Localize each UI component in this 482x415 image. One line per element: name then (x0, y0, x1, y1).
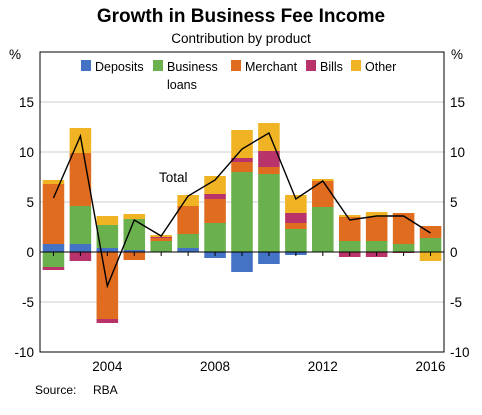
bar-business-loans-2010 (258, 174, 280, 252)
bar-deposits-2010 (258, 252, 280, 264)
bar-business-loans-2005 (123, 219, 146, 250)
bar-other-2011 (285, 195, 307, 213)
legend-label-bills: Bills (320, 60, 343, 74)
chart-title: Growth in Business Fee Income (97, 6, 385, 27)
bar-business-loans-2003 (69, 206, 92, 244)
bar-bills-2006 (150, 237, 172, 238)
y-tick-left: 0 (26, 245, 34, 260)
bars (42, 123, 442, 323)
y-tick-left: -5 (22, 295, 34, 310)
total-line-group (52, 131, 431, 289)
bar-merchant-2010 (258, 167, 280, 174)
legend-label-merchant: Merchant (245, 60, 298, 74)
total-annotation: Total (159, 170, 188, 185)
bar-bills-2008 (204, 194, 226, 199)
bar-other-2008 (204, 176, 226, 194)
bar-bills-2009 (231, 158, 253, 162)
legend-swatch-deposits (81, 60, 91, 71)
bar-business-loans-2009 (231, 172, 253, 252)
source-label: Source: (35, 383, 76, 397)
y-unit-left: % (9, 47, 21, 62)
bar-merchant-2006 (150, 238, 172, 241)
y-tick-right: 0 (450, 245, 458, 260)
legend-swatch-bills (306, 60, 316, 71)
bar-bills-2004 (96, 319, 119, 323)
bar-other-2016 (419, 252, 442, 261)
bar-other-2014 (365, 212, 388, 217)
legend-swatch-business-loans (153, 60, 163, 71)
y-tick-right: 15 (450, 95, 465, 110)
bar-other-2013 (338, 215, 361, 217)
bar-merchant-2014 (365, 217, 388, 241)
x-tick-label: 2008 (200, 359, 230, 374)
bar-merchant-2012 (312, 181, 334, 207)
bar-deposits-2002 (42, 244, 65, 252)
bar-merchant-2002 (42, 184, 65, 244)
bar-other-2007 (177, 195, 199, 206)
bar-merchant-2011 (285, 223, 307, 229)
bar-bills-2011 (285, 213, 307, 223)
bar-business-loans-2004 (96, 225, 119, 248)
bar-other-2010 (258, 123, 280, 151)
x-tick-label: 2016 (416, 359, 446, 374)
bar-deposits-2009 (231, 252, 253, 272)
bar-deposits-2007 (177, 248, 199, 252)
y-tick-right: -5 (450, 295, 462, 310)
bar-bills-2010 (258, 151, 280, 167)
x-tick-label: 2012 (308, 359, 338, 374)
bar-business-loans-2014 (365, 241, 388, 252)
y-tick-right: 5 (450, 195, 458, 210)
y-tick-left: 5 (26, 195, 34, 210)
source-value: RBA (93, 383, 118, 397)
bar-merchant-2009 (231, 162, 253, 172)
legend: Deposits Business loans Merchant Bills O… (81, 60, 396, 92)
legend-label-deposits: Deposits (95, 60, 144, 74)
total-line (52, 131, 431, 289)
bar-bills-2002 (42, 267, 65, 270)
bar-other-2012 (312, 179, 334, 181)
bar-merchant-2007 (177, 206, 199, 234)
y-unit-right: % (451, 47, 463, 62)
bar-deposits-2003 (69, 244, 92, 252)
plot-frame (39, 51, 445, 353)
y-tick-right: 10 (450, 145, 465, 160)
bar-business-loans-2002 (42, 252, 65, 267)
legend-swatch-merchant (231, 60, 241, 71)
bar-other-2005 (123, 214, 146, 219)
y-tick-left: -10 (14, 345, 34, 360)
legend-label-business-loans-line2: loans (167, 78, 197, 92)
bar-other-2003 (69, 128, 92, 153)
y-tick-right: -10 (450, 345, 470, 360)
bar-business-loans-2006 (150, 241, 172, 252)
bar-deposits-2005 (123, 250, 146, 252)
bar-other-2009 (231, 130, 253, 158)
bar-business-loans-2011 (285, 229, 307, 252)
y-tick-left: 15 (19, 95, 34, 110)
bar-business-loans-2008 (204, 223, 226, 252)
legend-label-business-loans: Business (167, 60, 218, 74)
axes: -10 -10 -5 -5 0 0 5 5 10 10 15 15 2004 2008 2012 2016 (14, 51, 470, 374)
bar-bills-2003 (69, 252, 92, 261)
x-tick-label: 2004 (92, 359, 123, 374)
bar-merchant-2015 (392, 213, 415, 244)
chart-subtitle: Contribution by product (171, 31, 311, 46)
bar-business-loans-2016 (419, 238, 442, 252)
bar-merchant-2013 (338, 217, 361, 241)
bar-other-2002 (42, 180, 65, 184)
y-tick-left: 10 (19, 145, 34, 160)
bar-other-2004 (96, 216, 119, 225)
bar-merchant-2008 (204, 199, 226, 223)
bar-business-loans-2013 (338, 241, 361, 252)
bar-business-loans-2012 (312, 207, 334, 252)
bar-business-loans-2015 (392, 244, 415, 252)
legend-swatch-other (351, 60, 361, 71)
bar-business-loans-2007 (177, 234, 199, 248)
legend-label-other: Other (365, 60, 396, 74)
bar-deposits-2004 (96, 248, 119, 252)
